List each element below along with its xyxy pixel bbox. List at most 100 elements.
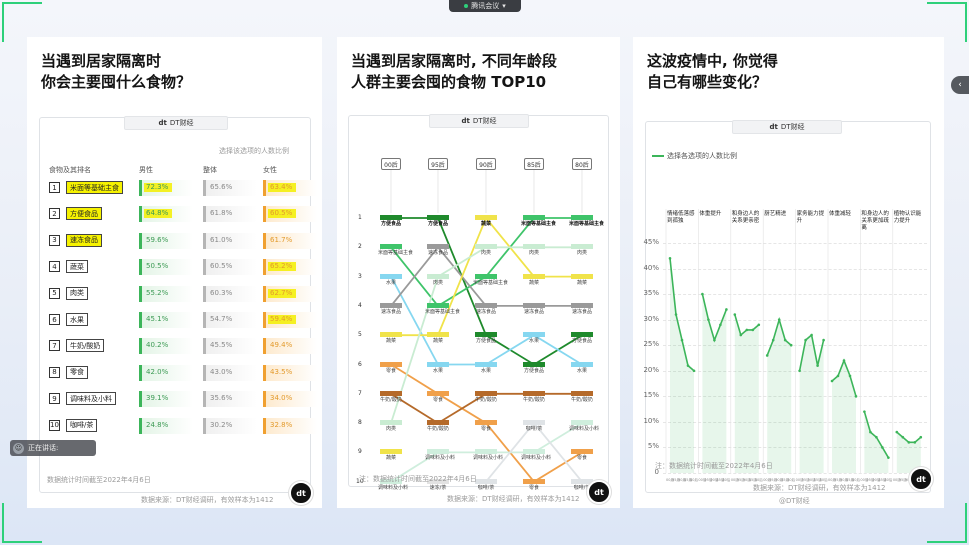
dt-logo-icon: dt (461, 117, 470, 125)
value-text: 49.4% (270, 341, 293, 350)
series-header: 植物认识能力提升 (893, 211, 922, 224)
rank-food-label: 米面等基础主食 (473, 279, 509, 286)
data-point (810, 333, 813, 337)
meeting-label: 腾讯会议 (471, 2, 500, 10)
data-point (733, 313, 737, 316)
page-title: 当遇到居家隔离时 你会主要囤什么食物？ (41, 52, 192, 91)
source-text: 数据来源：DT财经调研，有效样本为1412 (753, 484, 886, 492)
rank-marker (571, 302, 593, 308)
dt-logo-icon: dt (158, 119, 167, 127)
x-tick-label: 80后 (852, 477, 860, 482)
value-bar-male: 55.2% (139, 285, 193, 302)
value-bar-female: 34.0% (263, 391, 317, 408)
data-point (674, 313, 678, 316)
data-point (919, 435, 923, 439)
value-bar-male: 50.5% (139, 259, 193, 276)
col-male: 男性 (139, 166, 153, 174)
meeting-toolbar-toggle[interactable]: 腾讯会议 ▾ (449, 0, 521, 12)
page-title: 当遇到居家隔离时, 不同年龄段 人群主要会囤的食物 TOP10 (351, 52, 557, 91)
value-text: 42.0% (146, 367, 169, 376)
food-label: 咖啡/茶 (66, 418, 98, 432)
rank-marker (523, 332, 545, 338)
table-row: 10 咖啡/茶 24.8% 30.2% 32.8% (49, 417, 319, 434)
series-area (734, 314, 759, 473)
value-text: 64.8% (146, 209, 169, 218)
chevron-down-icon: ▾ (502, 2, 506, 10)
grid-line (663, 396, 927, 398)
rank-food-label: 速冻食品 (571, 308, 592, 315)
footnote: 数据统计时间截至2022年4月6日 (47, 476, 151, 484)
table-row: 7 牛奶/酸奶 40.2% 45.5% 49.4% (49, 338, 319, 355)
x-tick-label: 85后 (846, 477, 854, 482)
x-tick-label: 95后 (704, 477, 712, 482)
rank-food-label: 速冻食品 (380, 308, 401, 315)
highlight-mark (268, 315, 296, 324)
value-bar-male: 39.1% (139, 391, 193, 408)
rank-marker (380, 361, 402, 367)
rank-marker (571, 478, 593, 484)
x-tick-label: 85后 (878, 477, 886, 482)
data-point (707, 318, 710, 321)
data-point (686, 364, 690, 367)
x-tick-label: 95后 (866, 477, 874, 482)
data-point (913, 441, 917, 444)
speaking-indicator: ☺ 正在讲话: (10, 440, 96, 456)
dt-logo-icon: dt (769, 123, 778, 131)
value-bar-female: 63.4% (263, 180, 317, 196)
value-bar-total: 54.7% (203, 312, 257, 328)
expand-panel-button[interactable]: ‹ (951, 76, 969, 94)
y-tick-label: 25% (643, 340, 659, 349)
rank-food-label: 肉类 (528, 250, 539, 257)
y-tick-label: 45% (643, 238, 659, 246)
data-point (816, 364, 819, 367)
rank-badge: 4 (49, 261, 60, 273)
x-tick-label: 00后 (666, 477, 674, 482)
footnote: 注：数据统计时间截至2022年4月6日 (359, 475, 477, 483)
value-text: 59.6% (146, 235, 169, 244)
table-row: 9 调味料及小料 39.1% 35.6% 34.0% (49, 391, 319, 408)
rank-number: 4 (358, 301, 362, 309)
highlight-mark (144, 183, 172, 192)
highlight-mark (268, 183, 296, 192)
series-header: 情绪低落感到孤独 (667, 211, 695, 224)
rank-marker (475, 478, 497, 484)
highlight-mark (268, 288, 296, 298)
rank-food-label: 蔬菜 (576, 279, 587, 286)
rank-food-label: 蔬菜 (528, 279, 539, 286)
series-area (702, 294, 727, 473)
table-row: 5 肉类 55.2% 60.3% 62.7% (49, 285, 319, 302)
rank-food-label: 调味料及小料 (569, 426, 600, 433)
highlight-mark (144, 209, 172, 219)
col-female: 女性 (263, 166, 277, 174)
rank-marker (475, 215, 497, 220)
rank-marker (380, 390, 402, 396)
data-point (680, 338, 684, 342)
rank-food-label: 零食 (576, 455, 587, 462)
value-text: 34.0% (270, 394, 293, 403)
x-tick-label: 80后 (820, 477, 828, 482)
legend-text: 选择该选项的人数比例 (219, 147, 289, 155)
rank-food-label: 速冻/茶 (429, 484, 447, 491)
data-point (771, 338, 775, 342)
rank-marker (523, 273, 545, 279)
data-point (854, 395, 858, 398)
x-tick-label: 85后 (716, 477, 724, 482)
value-text: 35.6% (210, 394, 233, 403)
rank-number: 1 (358, 214, 362, 221)
rank-marker (475, 332, 497, 338)
food-label: 牛奶/酸奶 (66, 339, 105, 353)
table-row: 1 米面等基础主食 72.3% 65.6% 63.4% (49, 180, 319, 196)
value-text: 45.5% (210, 341, 233, 350)
x-tick-label: 00后 (893, 477, 901, 482)
x-tick-label: 85后 (749, 477, 757, 482)
avatar: ☺ (13, 442, 24, 454)
age-group-header: 00后 (381, 158, 401, 170)
data-point (765, 354, 769, 357)
rank-food-label: 米面等基础主食 (378, 250, 414, 257)
rank-food-label: 方便食品 (475, 338, 496, 345)
rank-food-label: 水果 (385, 279, 396, 286)
rank-line (390, 217, 582, 308)
rank-marker (475, 244, 497, 250)
dt-badge-icon: dt (909, 467, 933, 491)
x-tick-label: 85后 (684, 477, 692, 482)
